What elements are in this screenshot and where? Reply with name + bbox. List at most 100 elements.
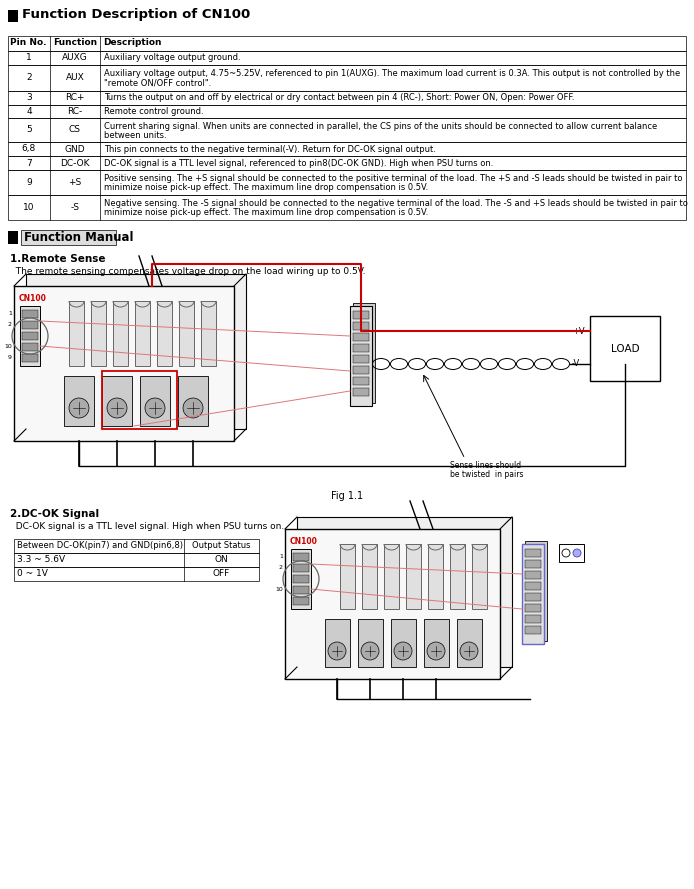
Text: 9: 9 (8, 355, 12, 360)
Text: 10: 10 (276, 587, 283, 592)
Text: 3: 3 (26, 93, 32, 102)
Circle shape (183, 398, 203, 418)
Bar (22, 310, 38, 318)
Bar (525, 549, 541, 557)
Text: Turns the output on and off by electrical or dry contact between pin 4 (RC-), Sh: Turns the output on and off by electrica… (104, 93, 575, 102)
Text: This pin connects to the negative terminal(-V). Return for DC-OK signal output.: This pin connects to the negative termin… (104, 145, 436, 154)
Bar (525, 615, 541, 623)
Text: Function: Function (53, 38, 97, 47)
Text: AUX: AUX (66, 74, 85, 83)
Text: 1: 1 (279, 554, 283, 559)
Bar (525, 571, 541, 579)
Bar (525, 582, 541, 590)
Text: +V: +V (572, 326, 584, 335)
Text: The remote sensing compensates voltage drop on the load wiring up to 0.5V.: The remote sensing compensates voltage d… (10, 267, 366, 276)
Bar (353, 311, 369, 319)
Text: 1: 1 (26, 53, 32, 62)
Bar (22, 321, 38, 329)
Bar (353, 303, 375, 403)
Bar (293, 575, 309, 583)
Bar (424, 619, 449, 667)
Bar (293, 564, 309, 572)
Text: 7: 7 (26, 158, 32, 167)
Bar (157, 301, 172, 366)
Bar (14, 567, 259, 581)
Bar (353, 322, 369, 330)
Text: Positive sensing. The +S signal should be connected to the positive terminal of : Positive sensing. The +S signal should b… (104, 174, 682, 183)
Text: Output Status: Output Status (192, 541, 251, 550)
Bar (353, 333, 369, 341)
Text: 5: 5 (26, 125, 32, 134)
Circle shape (328, 642, 346, 660)
Text: GND: GND (65, 145, 85, 154)
Circle shape (361, 642, 379, 660)
Bar (14, 553, 259, 567)
Bar (22, 332, 38, 340)
Circle shape (69, 398, 89, 418)
Bar (525, 593, 541, 601)
Bar (525, 541, 547, 641)
Text: 4: 4 (26, 107, 32, 116)
Bar (353, 344, 369, 352)
Bar (525, 604, 541, 612)
Text: Sense lines should: Sense lines should (450, 461, 521, 470)
Bar (8, 142, 686, 156)
Text: 10: 10 (4, 344, 12, 349)
Bar (8, 51, 686, 65)
Text: Auxiliary voltage output ground.: Auxiliary voltage output ground. (104, 53, 241, 62)
Text: AUXG: AUXG (62, 53, 88, 62)
Bar (353, 366, 369, 374)
Bar (69, 301, 84, 366)
Bar (472, 544, 487, 609)
Bar (8, 65, 686, 91)
Bar (8, 91, 686, 105)
Text: 2.DC-OK Signal: 2.DC-OK Signal (10, 509, 99, 519)
Bar (179, 301, 194, 366)
Text: Current sharing signal. When units are connected in parallel, the CS pins of the: Current sharing signal. When units are c… (104, 122, 657, 131)
Bar (8, 36, 686, 51)
Text: 10: 10 (24, 203, 35, 212)
Bar (293, 597, 309, 605)
Bar (297, 517, 512, 667)
Text: ON: ON (214, 556, 228, 565)
Text: 1.Remote Sense: 1.Remote Sense (10, 254, 105, 264)
Bar (362, 544, 377, 609)
Text: +S: +S (69, 178, 82, 187)
Text: 2: 2 (279, 565, 283, 570)
Bar (8, 118, 686, 142)
Bar (14, 539, 259, 553)
Text: Pin No.: Pin No. (10, 38, 46, 47)
Bar (8, 231, 18, 244)
Bar (8, 156, 686, 170)
Bar (91, 301, 106, 366)
Bar (525, 626, 541, 634)
Circle shape (427, 642, 445, 660)
Bar (64, 376, 94, 426)
Bar (8, 195, 686, 220)
Bar (22, 343, 38, 351)
Text: DC-OK signal is a TTL level signal. High when PSU turns on.: DC-OK signal is a TTL level signal. High… (10, 522, 285, 531)
Bar (22, 354, 38, 362)
Bar (8, 105, 686, 118)
Bar (353, 388, 369, 396)
Bar (325, 619, 350, 667)
Bar (384, 544, 399, 609)
Bar (293, 553, 309, 561)
Text: Function Description of CN100: Function Description of CN100 (22, 8, 251, 21)
Bar (14, 286, 234, 441)
Text: 6,8: 6,8 (22, 145, 36, 154)
Text: OFF: OFF (213, 570, 230, 579)
Text: be twisted  in pairs: be twisted in pairs (450, 470, 523, 479)
Text: minimize noise pick-up effect. The maximum line drop compensation is 0.5V.: minimize noise pick-up effect. The maxim… (104, 183, 428, 192)
Text: "remote ON/OFF control".: "remote ON/OFF control". (104, 78, 211, 87)
Bar (140, 376, 170, 426)
Bar (559, 544, 584, 562)
Bar (522, 544, 544, 644)
Text: DC-OK: DC-OK (60, 158, 90, 167)
Bar (353, 355, 369, 363)
Text: -V: -V (572, 359, 580, 369)
Circle shape (394, 642, 412, 660)
Bar (340, 544, 355, 609)
Bar (201, 301, 216, 366)
Text: between units.: between units. (104, 131, 167, 140)
